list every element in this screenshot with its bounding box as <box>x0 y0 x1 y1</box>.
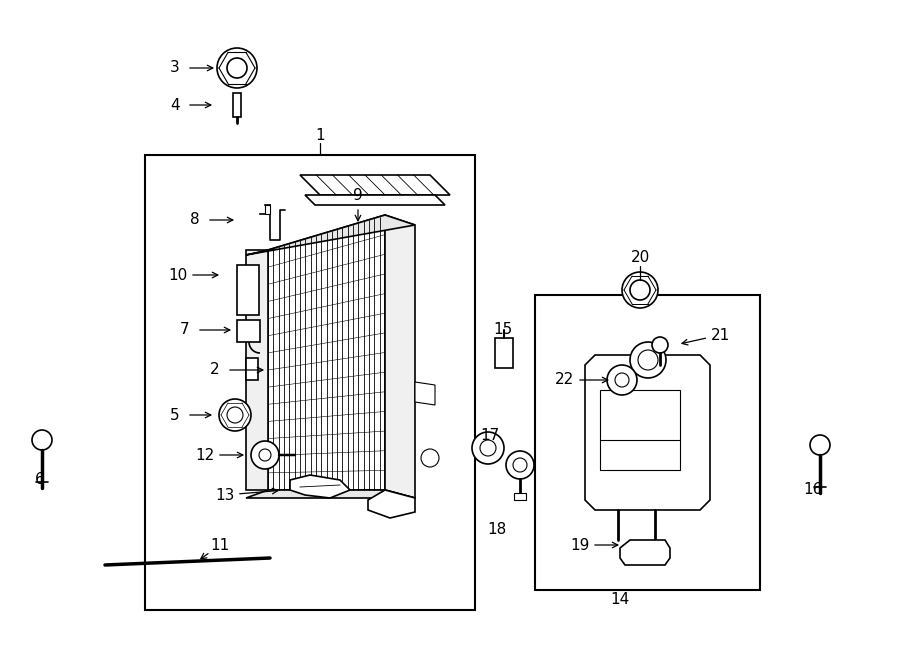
Circle shape <box>506 451 534 479</box>
Bar <box>233 93 241 117</box>
Polygon shape <box>415 382 435 405</box>
Text: 7: 7 <box>180 323 190 338</box>
Bar <box>145 155 475 610</box>
Circle shape <box>615 373 629 387</box>
Polygon shape <box>385 215 415 498</box>
Text: 17: 17 <box>481 428 500 442</box>
Text: 18: 18 <box>488 522 507 537</box>
Circle shape <box>480 440 496 456</box>
Circle shape <box>810 435 830 455</box>
Polygon shape <box>585 355 710 510</box>
Circle shape <box>638 350 658 370</box>
Polygon shape <box>368 490 415 518</box>
Text: 4: 4 <box>170 98 180 112</box>
Circle shape <box>217 48 257 88</box>
Text: 8: 8 <box>190 212 200 227</box>
Bar <box>600 390 680 470</box>
Circle shape <box>622 272 658 308</box>
Circle shape <box>32 430 52 450</box>
Polygon shape <box>246 490 415 498</box>
Bar <box>495 338 513 368</box>
Bar <box>535 295 760 590</box>
Text: 2: 2 <box>211 362 220 377</box>
Polygon shape <box>290 475 350 498</box>
Circle shape <box>630 280 650 300</box>
Circle shape <box>227 407 243 423</box>
Text: 9: 9 <box>353 188 363 202</box>
Text: 19: 19 <box>571 537 590 553</box>
Text: 10: 10 <box>168 268 187 282</box>
Text: 12: 12 <box>195 447 214 463</box>
Circle shape <box>421 449 439 467</box>
Text: 20: 20 <box>630 251 650 266</box>
Polygon shape <box>246 215 415 255</box>
Circle shape <box>259 449 271 461</box>
Circle shape <box>219 399 251 431</box>
Text: 14: 14 <box>610 592 630 607</box>
Circle shape <box>472 432 504 464</box>
Text: 15: 15 <box>493 323 513 338</box>
Polygon shape <box>268 215 385 490</box>
Text: 5: 5 <box>170 407 180 422</box>
Circle shape <box>227 58 247 78</box>
Text: 13: 13 <box>215 488 235 502</box>
Polygon shape <box>620 540 670 565</box>
Text: 11: 11 <box>211 537 230 553</box>
Text: 3: 3 <box>170 61 180 75</box>
Circle shape <box>652 337 668 353</box>
Bar <box>265 205 270 214</box>
Circle shape <box>630 342 666 378</box>
Bar <box>237 265 259 315</box>
Bar <box>514 493 526 500</box>
Circle shape <box>251 441 279 469</box>
Text: 16: 16 <box>804 483 823 498</box>
Polygon shape <box>246 250 268 490</box>
Text: 1: 1 <box>315 128 325 143</box>
Polygon shape <box>237 320 260 342</box>
Text: 6: 6 <box>35 473 45 488</box>
Circle shape <box>607 365 637 395</box>
Circle shape <box>513 458 527 472</box>
Polygon shape <box>305 195 445 205</box>
Text: 21: 21 <box>710 327 730 342</box>
Polygon shape <box>300 175 450 195</box>
Text: 22: 22 <box>555 373 574 387</box>
Bar <box>246 358 258 380</box>
